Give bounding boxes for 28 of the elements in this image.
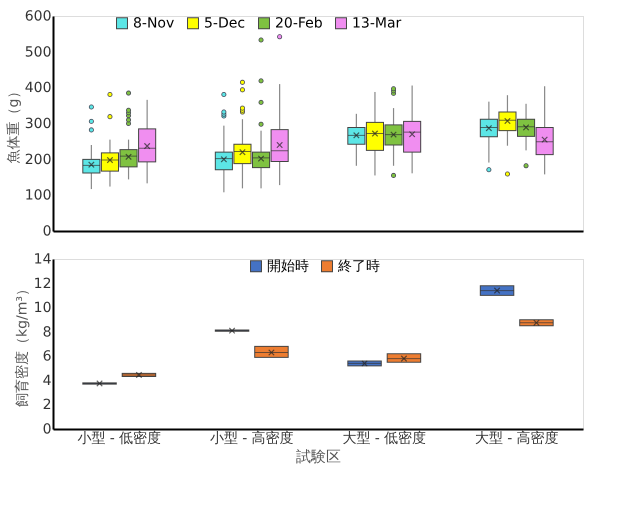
y-tick-label: 400 [24,80,52,96]
x-tick-label: 小型 - 高密度 [210,430,294,446]
y-tick-label: 0 [42,224,52,240]
y-tick-label: 12 [34,276,52,292]
y-tick-label: 4 [42,372,52,389]
y-tick-label: 600 [24,8,52,24]
legend-label: 8-Nov [133,15,174,32]
y-tick-label: 0 [42,422,52,438]
legend-label: 開始時 [267,258,309,274]
legend-label: 5-Dec [204,15,246,32]
y-tick-label: 6 [42,348,52,365]
y-axis-title: 飼育密度（kg/m³） [14,282,31,407]
legend-label: 13-Mar [352,15,402,32]
y-axis-title: 魚体重（g） [6,84,22,164]
y-tick-label: 2 [42,397,52,414]
x-axis-title: 試験区 [296,448,341,466]
y-tick-label: 200 [24,152,52,168]
legend-label: 20-Feb [275,15,323,32]
y-tick-label: 8 [42,324,52,340]
y-tick-label: 14 [34,252,52,268]
x-tick-label: 大型 - 低密度 [342,430,426,446]
y-tick-label: 10 [34,300,52,316]
legend-label: 終了時 [337,258,380,274]
y-tick-label: 500 [24,44,52,60]
y-tick-label: 300 [24,116,52,132]
x-tick-label: 大型 - 高密度 [474,430,559,446]
x-tick-label: 小型 - 低密度 [77,430,162,446]
y-tick-label: 100 [24,188,52,204]
